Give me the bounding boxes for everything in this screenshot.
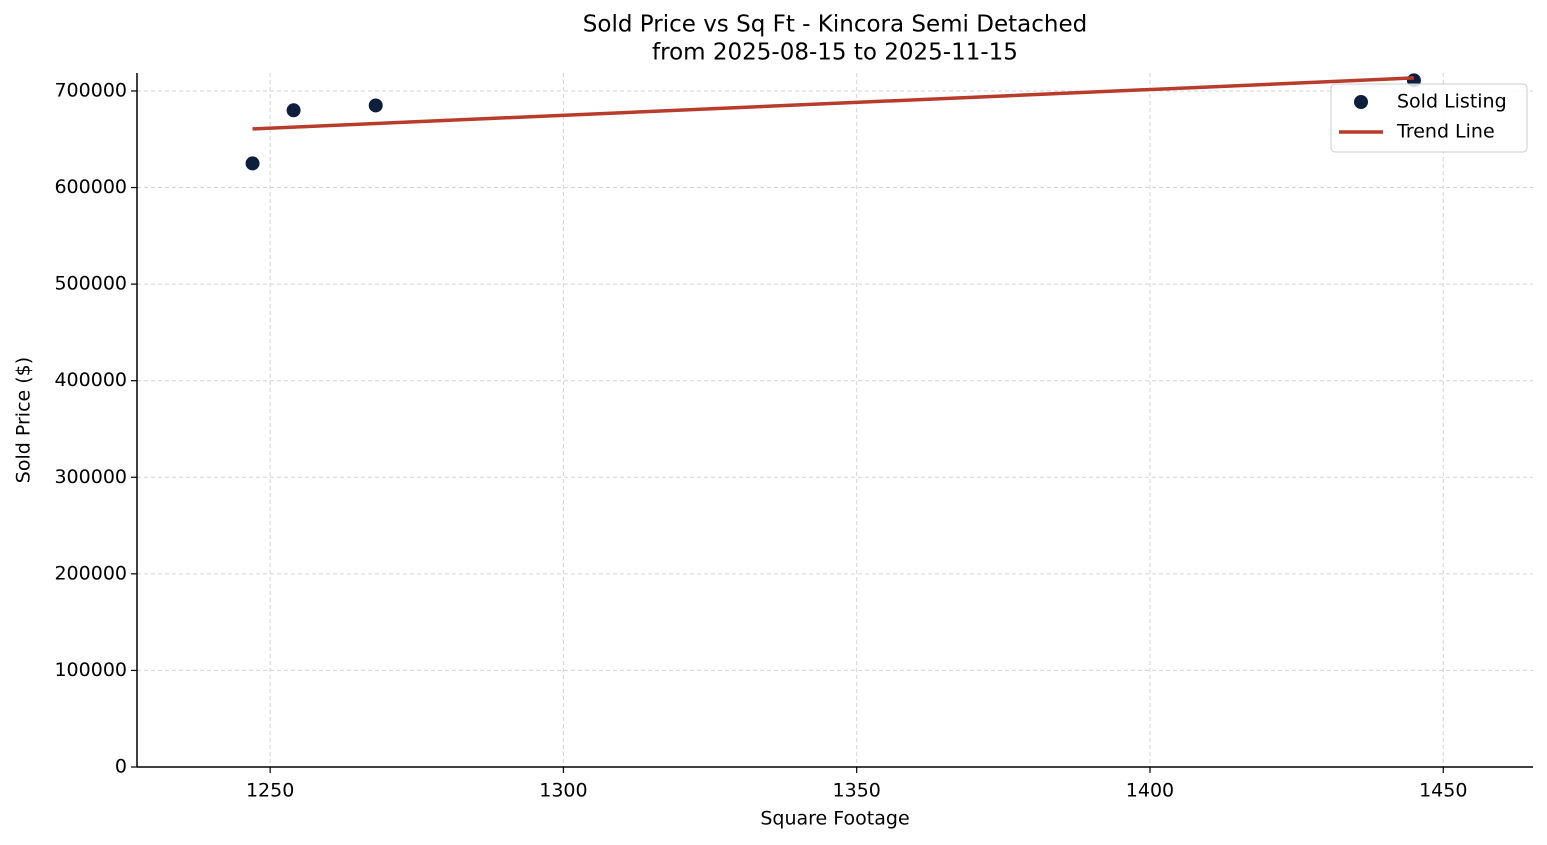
legend: Sold Listing Trend Line <box>1330 83 1528 153</box>
y-tick-label: 200000 <box>54 562 127 584</box>
y-axis-label: Sold Price ($) <box>13 357 35 483</box>
x-tick-label: 1450 <box>1419 780 1467 802</box>
legend-box <box>1330 83 1528 153</box>
legend-label: Trend Line <box>1396 121 1495 143</box>
point <box>368 98 383 113</box>
chart-subtitle: from 2025-08-15 to 2025-11-15 <box>652 40 1018 66</box>
x-tick-label: 1350 <box>833 780 881 802</box>
y-tick-label: 700000 <box>54 79 127 101</box>
x-tick-label: 1250 <box>246 780 294 802</box>
x-tick-label: 1400 <box>1126 780 1174 802</box>
y-tick-label: 600000 <box>54 176 127 198</box>
point <box>245 156 260 171</box>
trend-line <box>252 76 1415 131</box>
x-tick-label: 1300 <box>539 780 587 802</box>
y-tick-label: 300000 <box>54 466 127 488</box>
y-tick-label: 0 <box>115 756 127 778</box>
point <box>286 103 301 118</box>
legend-label: Sold Listing <box>1397 91 1507 113</box>
chart-title: Sold Price vs Sq Ft - Kincora Semi Detac… <box>583 12 1087 38</box>
y-tick-label: 100000 <box>54 659 127 681</box>
x-axis-label: Square Footage <box>760 808 909 830</box>
y-tick-label: 500000 <box>54 273 127 295</box>
y-tick-label: 400000 <box>54 369 127 391</box>
legend-swatch <box>1354 95 1368 109</box>
